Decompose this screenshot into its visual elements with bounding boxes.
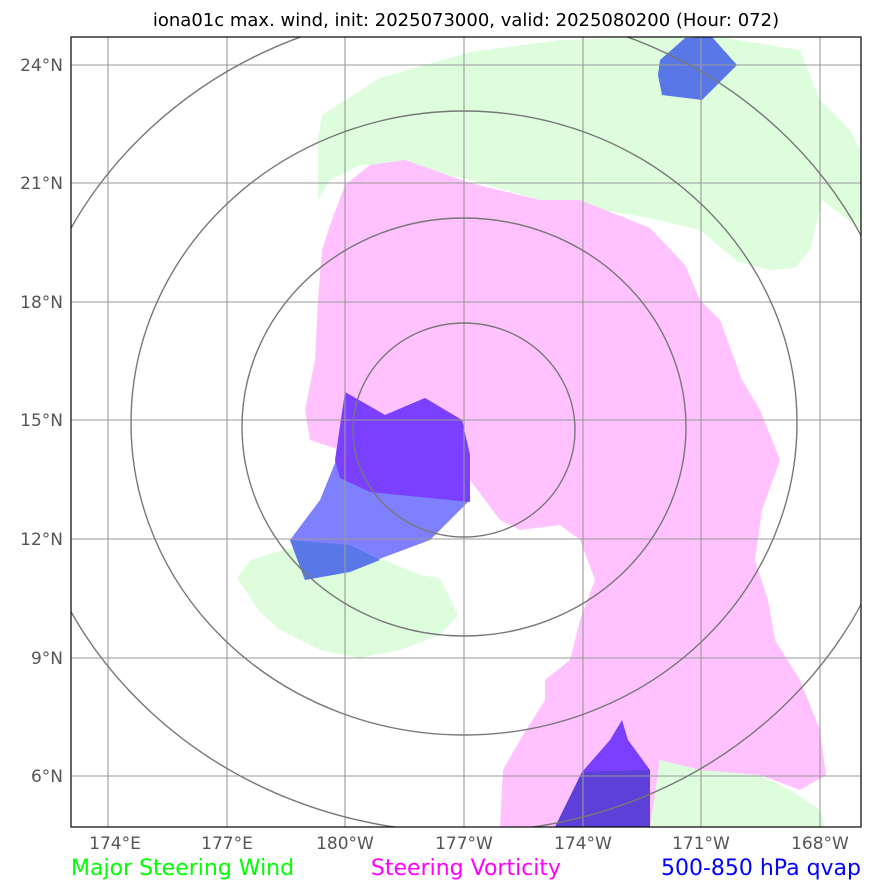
lon-label: 168°W <box>791 834 849 854</box>
map-title: iona01c max. wind, init: 2025073000, val… <box>153 10 779 31</box>
lat-label: 12°N <box>20 530 63 550</box>
latitude-labels: 24°N 21°N 18°N 15°N 12°N 9°N 6°N <box>20 56 63 787</box>
qvap-region-south-overlap <box>555 770 650 827</box>
map-area <box>71 37 861 827</box>
lat-label: 9°N <box>31 649 63 669</box>
lon-label: 177°E <box>201 834 253 854</box>
wind-region-west <box>237 548 458 658</box>
lon-label: 174°W <box>554 834 612 854</box>
longitude-labels: 174°E 177°E 180°W 177°W 174°W 171°W 168°… <box>89 834 849 854</box>
legend-qvap: 500-850 hPa qvap <box>661 856 861 881</box>
lat-label: 18°N <box>20 293 63 313</box>
legend: Major Steering Wind Steering Vorticity 5… <box>71 856 861 881</box>
range-rings <box>71 37 861 827</box>
range-ring-1 <box>352 322 576 538</box>
lat-label: 21°N <box>20 174 63 194</box>
qvap-region-north <box>658 37 737 100</box>
qvap-layer <box>290 37 737 827</box>
lat-label: 6°N <box>31 767 63 787</box>
lon-label: 177°W <box>435 834 493 854</box>
qvap-region-west-tail <box>290 540 380 580</box>
wind-region-north <box>318 37 861 270</box>
lon-label: 180°W <box>316 834 374 854</box>
gridlines <box>71 37 861 827</box>
range-ring-3 <box>130 110 798 736</box>
lat-label: 24°N <box>20 56 63 76</box>
range-ring-2 <box>241 217 687 637</box>
steering-wind-layer <box>237 37 861 827</box>
lon-label: 174°E <box>89 834 141 854</box>
lat-label: 15°N <box>20 411 63 431</box>
legend-vorticity: Steering Vorticity <box>371 856 561 881</box>
legend-wind: Major Steering Wind <box>71 856 294 881</box>
lon-label: 171°W <box>672 834 730 854</box>
wind-region-southeast <box>650 760 825 827</box>
map-frame <box>70 36 862 828</box>
